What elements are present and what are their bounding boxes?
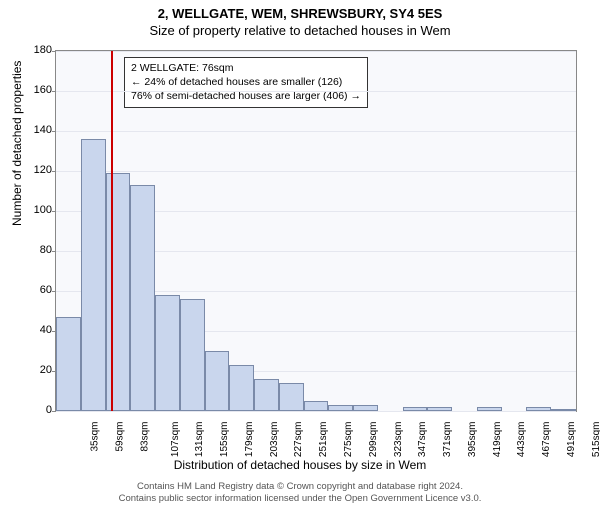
- plot-area: 2 WELLGATE: 76sqm ← 24% of detached hous…: [55, 50, 577, 412]
- ytick-label: 160: [12, 84, 52, 96]
- chart-footer: Contains HM Land Registry data © Crown c…: [0, 481, 600, 504]
- ytick-mark: [52, 411, 56, 412]
- xtick-label: 131sqm: [195, 422, 206, 458]
- xtick-label: 83sqm: [139, 422, 150, 452]
- ytick-label: 40: [12, 324, 52, 336]
- histogram-bar: [254, 379, 279, 411]
- xtick-label: 275sqm: [343, 422, 354, 458]
- histogram-bar: [427, 407, 452, 411]
- ytick-label: 140: [12, 124, 52, 136]
- ytick-mark: [52, 131, 56, 132]
- ytick-mark: [52, 211, 56, 212]
- footer-line-1: Contains HM Land Registry data © Crown c…: [0, 481, 600, 492]
- xtick-label: 155sqm: [219, 422, 230, 458]
- annotation-line-1: 2 WELLGATE: 76sqm: [131, 61, 361, 75]
- gridline: [56, 51, 576, 52]
- ytick-mark: [52, 91, 56, 92]
- ytick-mark: [52, 171, 56, 172]
- xtick-label: 227sqm: [294, 422, 305, 458]
- xtick-label: 203sqm: [269, 422, 280, 458]
- ytick-label: 0: [12, 404, 52, 416]
- gridline: [56, 171, 576, 172]
- histogram-bar: [328, 405, 353, 411]
- histogram-bar: [106, 173, 131, 411]
- xtick-label: 371sqm: [442, 422, 453, 458]
- footer-line-2: Contains public sector information licen…: [0, 493, 600, 504]
- gridline: [56, 131, 576, 132]
- histogram-bar: [130, 185, 155, 411]
- chart-title-main: 2, WELLGATE, WEM, SHREWSBURY, SY4 5ES: [0, 6, 600, 21]
- ytick-label: 180: [12, 44, 52, 56]
- reference-line: [111, 51, 113, 411]
- chart-container: 2, WELLGATE, WEM, SHREWSBURY, SY4 5ES Si…: [0, 6, 600, 506]
- xtick-label: 347sqm: [417, 422, 428, 458]
- xtick-label: 443sqm: [516, 422, 527, 458]
- ytick-mark: [52, 251, 56, 252]
- gridline: [56, 411, 576, 412]
- x-axis-label: Distribution of detached houses by size …: [0, 458, 600, 472]
- xtick-label: 179sqm: [244, 422, 255, 458]
- histogram-bar: [353, 405, 378, 411]
- ytick-label: 20: [12, 364, 52, 376]
- ytick-mark: [52, 51, 56, 52]
- histogram-bar: [477, 407, 502, 411]
- histogram-bar: [205, 351, 230, 411]
- xtick-label: 35sqm: [90, 422, 101, 452]
- histogram-bar: [229, 365, 254, 411]
- xtick-label: 515sqm: [591, 422, 600, 458]
- histogram-bar: [403, 407, 428, 411]
- xtick-label: 59sqm: [115, 422, 126, 452]
- annotation-box: 2 WELLGATE: 76sqm ← 24% of detached hous…: [124, 57, 368, 108]
- chart-title-sub: Size of property relative to detached ho…: [0, 23, 600, 38]
- xtick-label: 251sqm: [318, 422, 329, 458]
- gridline: [56, 91, 576, 92]
- histogram-bar: [304, 401, 329, 411]
- xtick-label: 323sqm: [393, 422, 404, 458]
- xtick-label: 395sqm: [467, 422, 478, 458]
- ytick-mark: [52, 291, 56, 292]
- histogram-bar: [526, 407, 551, 411]
- xtick-label: 491sqm: [566, 422, 577, 458]
- histogram-bar: [551, 409, 576, 411]
- ytick-label: 100: [12, 204, 52, 216]
- xtick-label: 419sqm: [492, 422, 503, 458]
- histogram-bar: [155, 295, 180, 411]
- ytick-label: 120: [12, 164, 52, 176]
- histogram-bar: [81, 139, 106, 411]
- annotation-line-2: ← 24% of detached houses are smaller (12…: [131, 75, 361, 89]
- ytick-label: 60: [12, 284, 52, 296]
- histogram-bar: [279, 383, 304, 411]
- ytick-label: 80: [12, 244, 52, 256]
- xtick-label: 299sqm: [368, 422, 379, 458]
- histogram-bar: [180, 299, 205, 411]
- histogram-bar: [56, 317, 81, 411]
- xtick-label: 467sqm: [541, 422, 552, 458]
- xtick-label: 107sqm: [170, 422, 181, 458]
